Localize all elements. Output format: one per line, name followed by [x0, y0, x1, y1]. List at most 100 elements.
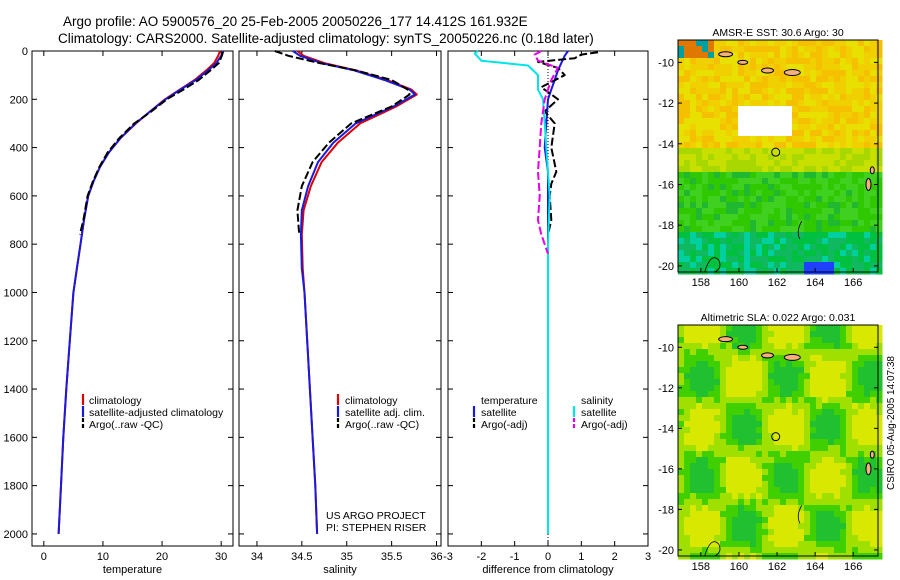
heatmap-cell [870, 343, 877, 350]
heatmap-cell [798, 511, 805, 518]
heatmap-cell [804, 40, 811, 47]
series-line-black [274, 50, 411, 235]
heatmap-cell [732, 547, 739, 554]
heatmap-cell [858, 112, 865, 119]
heatmap-cell [840, 457, 847, 464]
heatmap-cell [852, 130, 859, 137]
heatmap-cell [816, 232, 823, 239]
heatmap-cell [864, 76, 871, 83]
heatmap-cell [840, 184, 847, 191]
heatmap-cell [864, 355, 871, 362]
heatmap-cell [816, 52, 823, 59]
heatmap-cell [738, 106, 745, 113]
heatmap-cell [840, 148, 847, 155]
heatmap-cell [744, 481, 751, 488]
heatmap-cell [768, 142, 775, 149]
heatmap-cell [816, 487, 823, 494]
heatmap-cell [762, 421, 769, 428]
heatmap-cell [840, 337, 847, 344]
heatmap-cell [678, 52, 685, 59]
heatmap-cell [822, 529, 829, 536]
heatmap-cell [846, 379, 853, 386]
heatmap-cell [696, 421, 703, 428]
heatmap-cell [846, 487, 853, 494]
heatmap-cell [828, 343, 835, 350]
heatmap-cell [828, 130, 835, 137]
heatmap-cell [816, 238, 823, 245]
heatmap-cell [876, 250, 883, 257]
heatmap-cell [714, 118, 721, 125]
heatmap-cell [870, 106, 877, 113]
heatmap-cell [732, 136, 739, 143]
heatmap-cell [840, 493, 847, 500]
heatmap-cell [708, 124, 715, 131]
heatmap-cell [786, 391, 793, 398]
heatmap-cell [678, 373, 685, 380]
heatmap-cell [846, 373, 853, 380]
heatmap-cell [744, 196, 751, 203]
heatmap-cell [810, 154, 817, 161]
heatmap-cell [744, 178, 751, 185]
heatmap-cell [726, 190, 733, 197]
heatmap-cell [792, 232, 799, 239]
heatmap-cell [696, 148, 703, 155]
heatmap-cell [708, 172, 715, 179]
heatmap-cell [864, 499, 871, 506]
heatmap-cell [744, 148, 751, 155]
heatmap-cell [750, 226, 757, 233]
heatmap-cell [708, 70, 715, 77]
heatmap-cell [858, 142, 865, 149]
heatmap-cell [696, 58, 703, 65]
heatmap-cell [738, 154, 745, 161]
heatmap-cell [798, 349, 805, 356]
heatmap-cell [858, 541, 865, 548]
heatmap-cell [840, 64, 847, 71]
heatmap-cell [720, 58, 727, 65]
heatmap-cell [774, 493, 781, 500]
heatmap-cell [810, 541, 817, 548]
heatmap-cell [876, 154, 883, 161]
legend-entry: satellite [481, 407, 517, 419]
heatmap-cell [864, 118, 871, 125]
legend-entry: climatology [89, 395, 142, 407]
heatmap-cell [720, 202, 727, 209]
heatmap-cell [780, 220, 787, 227]
heatmap-cell [792, 391, 799, 398]
heatmap-cell [828, 463, 835, 470]
heatmap-cell [780, 541, 787, 548]
heatmap-cell [774, 94, 781, 101]
heatmap-cell [810, 52, 817, 59]
heatmap-cell [774, 238, 781, 245]
heatmap-cell [678, 499, 685, 506]
heatmap-cell [768, 262, 775, 269]
heatmap-cell [702, 100, 709, 107]
heatmap-cell [786, 475, 793, 482]
lon-tick-label: 164 [806, 561, 824, 573]
heatmap-cell [798, 130, 805, 137]
heatmap-cell [792, 238, 799, 245]
heatmap-cell [840, 70, 847, 77]
heatmap-cell [774, 373, 781, 380]
heatmap-cell [876, 499, 883, 506]
heatmap-cell [870, 505, 877, 512]
heatmap-cell [732, 349, 739, 356]
heatmap-cell [750, 142, 757, 149]
heatmap-cell [678, 112, 685, 119]
heatmap-cell [840, 379, 847, 386]
heatmap-cell [774, 226, 781, 233]
heatmap-cell [852, 421, 859, 428]
heatmap-cell [804, 70, 811, 77]
heatmap-cell [762, 445, 769, 452]
heatmap-cell [846, 124, 853, 131]
y-tick-label: 2000 [4, 529, 28, 541]
heatmap-cell [840, 178, 847, 185]
heatmap-cell [768, 148, 775, 155]
heatmap-cell [840, 214, 847, 221]
heatmap-cell [678, 421, 685, 428]
heatmap-cell [870, 415, 877, 422]
heatmap-cell [798, 469, 805, 476]
heatmap-cell [732, 421, 739, 428]
heatmap-cell [750, 343, 757, 350]
heatmap-cell [726, 487, 733, 494]
heatmap-cell [840, 433, 847, 440]
